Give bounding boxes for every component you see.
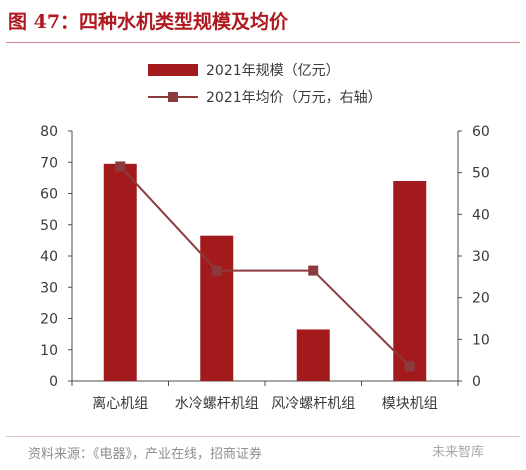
left-axis-tick-label: 40 [40,249,58,265]
legend-swatch-marker [168,92,178,102]
left-axis-tick-label: 10 [40,343,58,359]
price-marker [115,161,126,172]
left-axis-tick-label: 80 [40,124,58,140]
footer-divider [6,436,520,437]
right-axis-tick-label: 60 [472,124,490,140]
left-axis-tick-label: 70 [40,155,58,171]
left-axis-tick-label: 50 [40,218,58,234]
title-divider [6,42,520,43]
left-axis-tick-label: 60 [40,187,58,203]
x-axis-category-label: 模块机组 [382,396,438,412]
bar [103,163,137,381]
right-axis-tick-label: 50 [472,166,490,182]
price-line [119,165,411,368]
left-axis-tick-label: 0 [49,374,58,390]
legend-label-line: 2021年均价（万元，右轴） [206,90,382,106]
legend-swatch-bar [148,64,198,76]
legend-label-bar: 2021年规模（亿元） [206,63,340,79]
figure-title: 图 47：四种水机类型规模及均价 [8,11,289,33]
x-axis-category-label: 离心机组 [92,395,148,412]
left-axis-tick-label: 30 [40,280,58,296]
source-note: 资料来源：《电器》，产业在线，招商证券 [28,447,263,462]
bar [296,329,330,381]
right-axis-tick-label: 0 [472,374,481,390]
x-axis-category-label: 水冷螺杆机组 [175,396,259,412]
right-axis-tick-label: 20 [472,291,490,307]
right-axis-tick-label: 40 [472,207,490,223]
x-axis-category-label: 风冷螺杆机组 [271,396,355,412]
left-axis-tick-label: 20 [40,312,58,328]
right-axis-tick-label: 10 [472,332,490,348]
price-marker [211,265,222,276]
watermark-text: 未来智库 [432,445,485,460]
chart: 0 10 20 30 40 50 60 70 80 0 10 20 30 40 50 60 离心机组 水冷螺杆机组… [40,63,490,412]
price-marker [404,361,415,372]
bar [393,181,427,381]
right-axis-tick-label: 30 [472,249,490,265]
price-marker [308,265,319,276]
